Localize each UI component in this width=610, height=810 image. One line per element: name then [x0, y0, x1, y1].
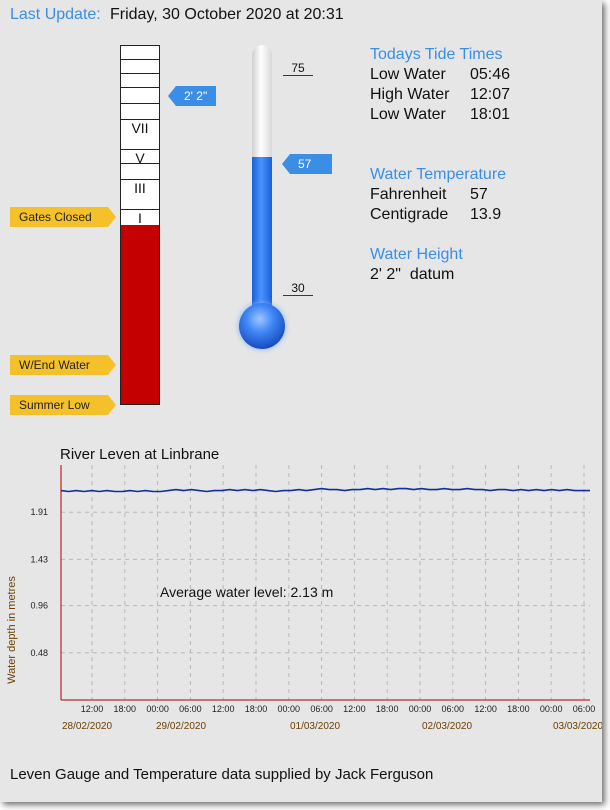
date-labels: 28/02/2020 29/02/2020 01/03/2020 02/03/2020…: [62, 721, 602, 732]
temperature-value-tag: 57: [282, 154, 332, 174]
average-level-annotation: Average water level: 2.13 m: [160, 584, 333, 600]
tide-label: High Water: [370, 86, 450, 103]
gauge-label: V: [135, 150, 145, 166]
last-update-label: Last Update:: [10, 6, 101, 23]
x-tick-label: 18:00: [114, 704, 137, 714]
marker-summer-low: Summer Low: [10, 395, 116, 415]
gauge-label: I: [138, 210, 142, 226]
chart-title: River Leven at Linbrane: [60, 446, 220, 463]
gauge-cell: [121, 180, 159, 210]
y-tick-label: 1.91: [30, 507, 48, 517]
thermometer-top-tick: 75: [283, 62, 313, 76]
thermometer-fill: [252, 157, 272, 315]
x-tick-label: 12:00: [474, 704, 497, 714]
water-height-title: Water Height: [370, 246, 463, 263]
x-tick-label: 18:00: [376, 704, 399, 714]
tide-time: 05:46: [470, 66, 511, 83]
temp-value: 13.9: [470, 206, 502, 223]
gauge-label: VII: [131, 120, 149, 136]
y-tick-label: 0.96: [30, 601, 48, 611]
tide-title: Todays Tide Times: [370, 46, 503, 63]
date-label: 03/03/2020: [553, 721, 602, 732]
gauge-cell: [121, 74, 159, 88]
tide-label: Low Water: [370, 66, 446, 83]
y-tick-label: 1.43: [30, 554, 48, 564]
date-label: 02/03/2020: [422, 721, 472, 732]
gauge-water-fill: [121, 225, 159, 404]
gauge-cell: [121, 104, 159, 120]
gauge-cell: [121, 164, 159, 180]
temp-label: Centigrade: [370, 206, 449, 223]
water-height-value: 2' 2" datum: [370, 266, 455, 283]
last-update-datetime: Friday, 30 October 2020 at 20:31: [110, 6, 344, 23]
footer-credit: Leven Gauge and Temperature data supplie…: [10, 766, 434, 783]
tide-label: Low Water: [370, 106, 446, 123]
gauge-label: III: [134, 180, 146, 196]
tide-time: 12:07: [470, 86, 511, 103]
x-tick-labels: 12:00 18:00 00:00 06:00 12:00 18:00 00:00 06:00…: [81, 704, 596, 714]
thermometer-bulb: [239, 303, 285, 349]
x-tick-label: 12:00: [343, 704, 366, 714]
x-tick-label: 12:00: [212, 704, 235, 714]
gauge-level-tag: 2' 2": [168, 86, 216, 106]
gauge-cell: [121, 150, 159, 164]
water-temp-title: Water Temperature: [370, 166, 507, 183]
date-label: 01/03/2020: [290, 721, 340, 732]
marker-wend-water: W/End Water: [10, 355, 116, 375]
x-tick-label: 18:00: [507, 704, 530, 714]
y-tick-labels: 0.48 0.96 1.43 1.91: [30, 507, 48, 658]
thermometer-tube: [252, 45, 272, 315]
x-tick-label: 00:00: [278, 704, 301, 714]
gauge-cell: [121, 120, 159, 150]
gauge-cell: [121, 88, 159, 104]
x-tick-label: 00:00: [409, 704, 432, 714]
x-tick-label: 06:00: [179, 704, 202, 714]
x-tick-label: 00:00: [146, 704, 169, 714]
marker-gates-closed: Gates Closed: [10, 207, 116, 227]
thermometer-bottom-tick: 30: [283, 282, 313, 296]
water-gauge-board: VII V III I: [120, 45, 160, 405]
x-tick-label: 18:00: [245, 704, 268, 714]
date-label: 28/02/2020: [62, 721, 112, 732]
x-tick-label: 06:00: [310, 704, 333, 714]
gauge-cell: [121, 46, 159, 60]
x-tick-label: 06:00: [442, 704, 465, 714]
main-panel: Last Update: Friday, 30 October 2020 at …: [0, 0, 602, 802]
temp-value: 57: [470, 186, 488, 203]
y-tick-label: 0.48: [30, 648, 48, 658]
y-axis-label: Water depth in metres: [6, 576, 18, 684]
temp-label: Fahrenheit: [370, 186, 447, 203]
water-level-series-line: [60, 487, 590, 493]
x-tick-label: 00:00: [540, 704, 563, 714]
x-tick-label: 12:00: [81, 704, 104, 714]
date-label: 29/02/2020: [156, 721, 206, 732]
water-level-chart: 0.480.961.431.91 12:00 18:00 00:00 06:00 12:…: [6, 465, 602, 732]
x-tick-label: 06:00: [573, 704, 596, 714]
tide-time: 18:01: [470, 106, 511, 123]
chart-gridlines: [61, 465, 590, 700]
gauge-cell: [121, 60, 159, 74]
